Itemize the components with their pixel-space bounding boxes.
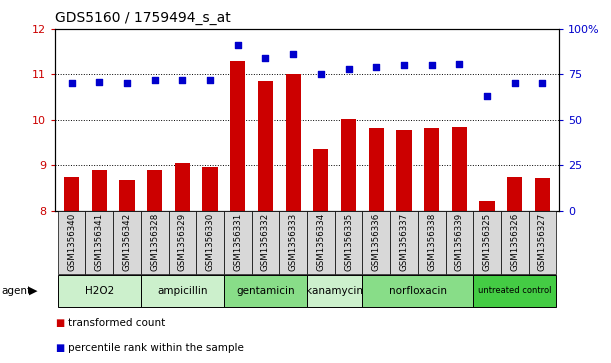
Bar <box>202 167 218 211</box>
Bar <box>86 211 113 274</box>
Point <box>316 72 326 77</box>
Bar <box>141 275 224 307</box>
Bar <box>507 176 522 211</box>
Bar <box>175 163 190 211</box>
Bar <box>362 211 390 274</box>
Bar <box>501 211 529 274</box>
Bar <box>92 170 107 211</box>
Bar <box>307 275 362 307</box>
Bar <box>390 211 418 274</box>
Point <box>455 61 464 66</box>
Text: gentamicin: gentamicin <box>236 286 295 296</box>
Text: GSM1356333: GSM1356333 <box>288 212 298 271</box>
Text: norfloxacin: norfloxacin <box>389 286 447 296</box>
Bar <box>452 127 467 211</box>
Bar <box>480 201 495 211</box>
Point <box>67 81 76 86</box>
Text: GSM1356326: GSM1356326 <box>510 212 519 271</box>
Text: GDS5160 / 1759494_s_at: GDS5160 / 1759494_s_at <box>55 11 231 25</box>
Bar <box>313 149 329 211</box>
Bar <box>285 74 301 211</box>
Bar <box>397 130 412 211</box>
Text: ■: ■ <box>55 343 64 354</box>
Bar <box>64 176 79 211</box>
Point <box>399 62 409 68</box>
Point <box>150 77 159 83</box>
Point <box>261 55 271 61</box>
Bar <box>473 211 501 274</box>
Text: GSM1356325: GSM1356325 <box>483 212 492 271</box>
Bar <box>529 211 556 274</box>
Text: GSM1356332: GSM1356332 <box>261 212 270 271</box>
Bar <box>113 211 141 274</box>
Text: agent: agent <box>2 286 32 296</box>
Point <box>178 77 188 83</box>
Bar <box>368 128 384 211</box>
Text: GSM1356328: GSM1356328 <box>150 212 159 271</box>
Text: GSM1356334: GSM1356334 <box>316 212 326 271</box>
Text: GSM1356336: GSM1356336 <box>371 212 381 271</box>
Text: ▶: ▶ <box>29 286 38 296</box>
Bar <box>252 211 279 274</box>
Bar <box>473 275 556 307</box>
Text: percentile rank within the sample: percentile rank within the sample <box>68 343 244 354</box>
Text: kanamycin: kanamycin <box>306 286 363 296</box>
Bar <box>424 128 439 211</box>
Bar <box>362 275 473 307</box>
Point <box>122 81 132 86</box>
Bar <box>445 211 473 274</box>
Bar <box>335 211 362 274</box>
Bar <box>58 211 86 274</box>
Point <box>538 81 547 86</box>
Point <box>371 64 381 70</box>
Point <box>482 93 492 99</box>
Point <box>233 42 243 48</box>
Bar <box>418 211 445 274</box>
Text: H2O2: H2O2 <box>85 286 114 296</box>
Bar <box>147 170 163 211</box>
Point <box>426 62 436 68</box>
Text: GSM1356341: GSM1356341 <box>95 212 104 271</box>
Text: transformed count: transformed count <box>68 318 166 328</box>
Bar <box>224 275 307 307</box>
Point <box>510 81 519 86</box>
Bar <box>230 61 246 211</box>
Bar <box>279 211 307 274</box>
Text: GSM1356340: GSM1356340 <box>67 212 76 271</box>
Point <box>95 79 104 85</box>
Bar <box>258 81 273 211</box>
Bar <box>58 275 141 307</box>
Text: GSM1356337: GSM1356337 <box>400 212 409 271</box>
Text: GSM1356339: GSM1356339 <box>455 212 464 270</box>
Bar <box>169 211 196 274</box>
Bar <box>196 211 224 274</box>
Text: untreated control: untreated control <box>478 286 552 295</box>
Text: ampicillin: ampicillin <box>157 286 208 296</box>
Text: GSM1356329: GSM1356329 <box>178 212 187 270</box>
Bar <box>307 211 335 274</box>
Text: GSM1356338: GSM1356338 <box>427 212 436 271</box>
Text: ■: ■ <box>55 318 64 328</box>
Point <box>288 52 298 57</box>
Text: GSM1356327: GSM1356327 <box>538 212 547 271</box>
Bar <box>224 211 252 274</box>
Text: GSM1356342: GSM1356342 <box>122 212 131 271</box>
Bar <box>119 180 134 211</box>
Text: GSM1356335: GSM1356335 <box>344 212 353 271</box>
Bar <box>341 119 356 211</box>
Text: GSM1356330: GSM1356330 <box>205 212 214 271</box>
Bar <box>141 211 169 274</box>
Point <box>205 77 215 83</box>
Bar <box>535 178 550 211</box>
Text: GSM1356331: GSM1356331 <box>233 212 243 271</box>
Point <box>343 66 353 72</box>
